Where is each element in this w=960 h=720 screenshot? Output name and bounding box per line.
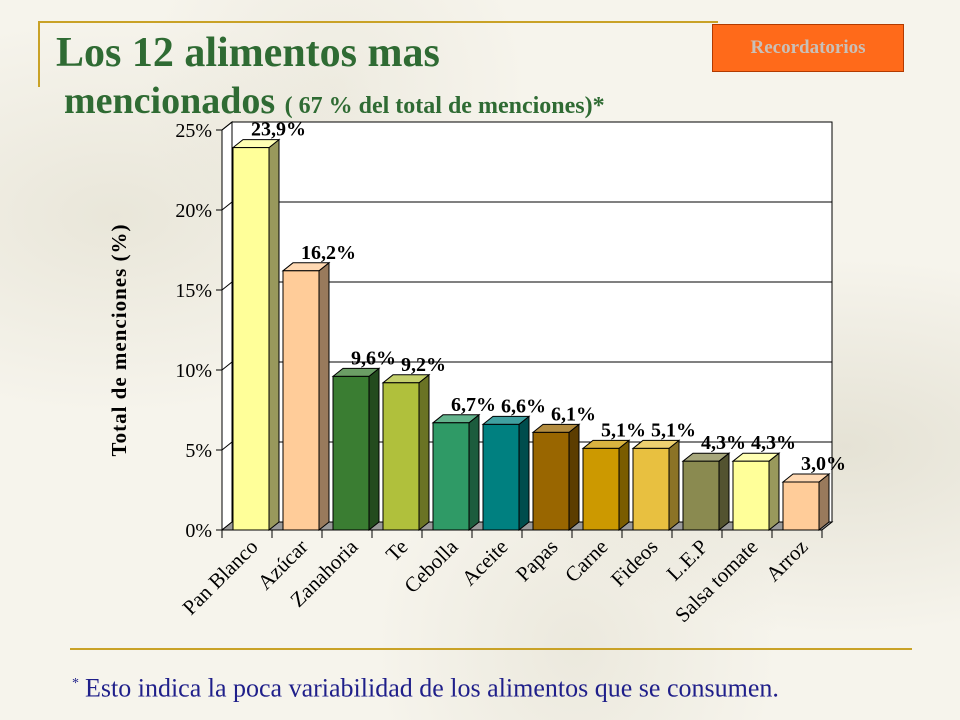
data-label: 6,1% (551, 403, 596, 425)
footnote-mark: * (72, 676, 79, 691)
data-label: 6,6% (501, 395, 546, 417)
chart-side-wall (221, 120, 233, 532)
category-label: Aceite (457, 535, 513, 591)
data-label: 6,7% (451, 394, 496, 416)
slide-title-main: mencionados (64, 80, 276, 122)
gridline-side (221, 441, 233, 451)
reminders-button[interactable]: Recordatorios (712, 24, 904, 72)
bar-side (768, 452, 780, 532)
category-label: Arroz (761, 535, 813, 587)
data-label: 4,3% (701, 432, 746, 454)
y-tick-label: 5% (185, 440, 212, 462)
bar (432, 422, 470, 531)
bar (332, 375, 370, 531)
bar (482, 423, 520, 531)
bar-side (368, 367, 380, 532)
title-frame-top-line (38, 21, 718, 23)
data-label: 5,1% (601, 419, 646, 441)
gridline-side (221, 121, 233, 131)
footnote: * Esto indica la poca variabilidad de los… (72, 668, 779, 705)
bar (782, 481, 820, 531)
bar (582, 447, 620, 531)
y-tick-label: 20% (175, 200, 212, 222)
bar (632, 447, 670, 531)
slide-title-line-1: Los 12 alimentos mas (56, 30, 440, 76)
category-label: Cebolla (399, 534, 463, 598)
bar-side (468, 413, 480, 532)
data-label: 4,3% (751, 432, 796, 454)
gridline-side (221, 281, 233, 291)
bar (682, 460, 720, 531)
y-tick-label: 15% (175, 280, 212, 302)
y-tick-label: 10% (175, 360, 212, 382)
bar-side (718, 452, 730, 532)
category-label: Pan Blanco (178, 535, 263, 620)
data-label: 3,0% (801, 453, 846, 475)
footer-divider (70, 648, 912, 650)
category-label: Te (381, 535, 413, 567)
bar-side (518, 415, 530, 532)
data-label: 9,6% (351, 347, 396, 369)
slide-title-line-2: mencionados ( 67 % del total de mencione… (64, 78, 605, 129)
y-axis-title: Total de menciones (%) (107, 224, 131, 457)
bar (732, 460, 770, 531)
title-frame-left-line (38, 21, 40, 87)
gridline-side (221, 201, 233, 211)
bar-side (568, 423, 580, 532)
bar-side (618, 439, 630, 532)
data-label: 16,2% (301, 242, 356, 264)
bar (532, 431, 570, 531)
bar-side (268, 138, 280, 532)
category-label: Fideos (606, 535, 663, 592)
bar (382, 382, 420, 531)
data-label: 5,1% (651, 419, 696, 441)
bar-side (668, 439, 680, 532)
category-label: Carne (560, 535, 612, 587)
bar-side (318, 261, 330, 532)
bar-side (818, 472, 830, 532)
data-label: 9,2% (401, 354, 446, 376)
gridline-side (221, 361, 233, 371)
bar (232, 147, 270, 531)
slide-subtitle: ( 67 % del total de menciones)* (284, 93, 605, 119)
data-label: 23,9% (251, 119, 306, 141)
y-tick-label: 0% (185, 520, 212, 542)
bar-side (418, 373, 430, 532)
footnote-text: Esto indica la poca variabilidad de los … (85, 673, 779, 703)
category-label: Papas (511, 535, 563, 587)
y-tick-label: 25% (175, 120, 212, 142)
bar (282, 270, 320, 531)
